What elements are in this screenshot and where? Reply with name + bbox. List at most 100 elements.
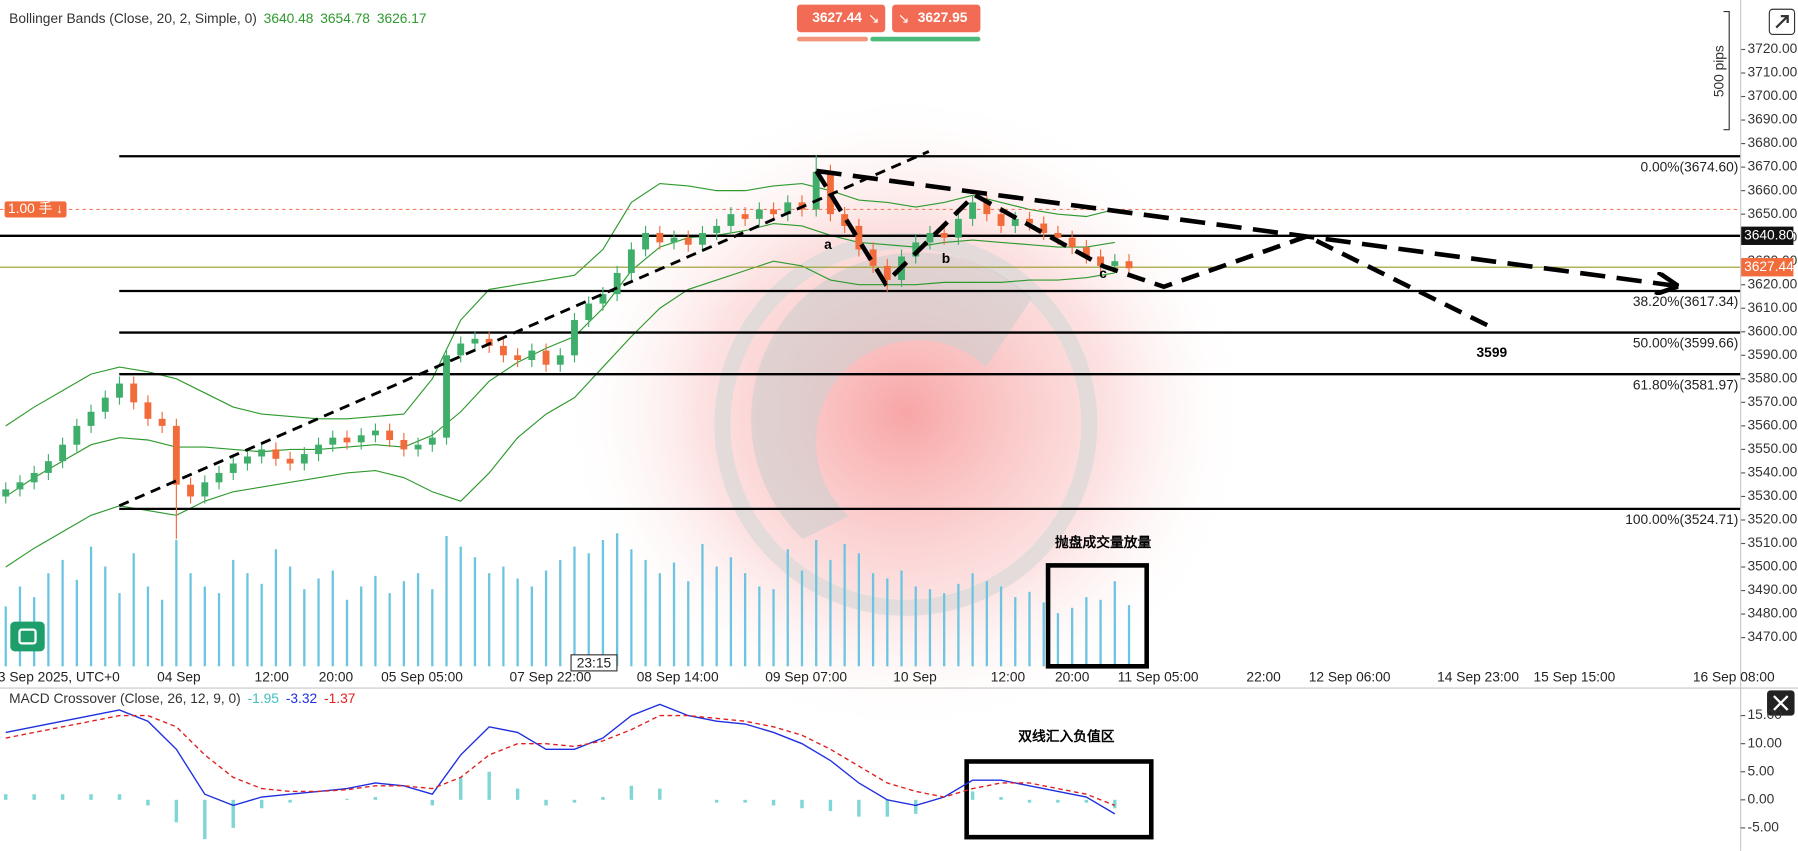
- macd-histogram-bar: [743, 799, 747, 803]
- candle-body: [457, 343, 465, 356]
- volume-bar: [971, 573, 974, 667]
- volume-bar: [758, 586, 761, 667]
- crosshair-time-box: [570, 654, 618, 672]
- volume-bar: [957, 583, 960, 667]
- macd-histogram-bar: [32, 794, 36, 800]
- y-tick-label: 3510.00: [1748, 535, 1798, 550]
- candle-body: [613, 272, 621, 295]
- macd-histogram-bar: [459, 777, 463, 800]
- y-tick-label: 3660.00: [1748, 182, 1798, 197]
- volume-bar: [118, 593, 121, 667]
- candle-body: [670, 237, 678, 243]
- candle-body: [571, 320, 578, 356]
- candle-body: [229, 463, 237, 473]
- volume-bar: [615, 533, 619, 667]
- indicator-value: -1.37: [324, 691, 355, 706]
- x-tick-label: 08 Sep 14:00: [637, 669, 719, 684]
- macd-note: 双线汇入负值区: [1018, 728, 1115, 744]
- volume-bar: [445, 535, 448, 667]
- candle-body: [87, 411, 95, 426]
- fullscreen-button[interactable]: [1768, 8, 1796, 36]
- x-tick-label: 12:00: [991, 669, 1026, 684]
- buy-price: 3627.95: [918, 10, 968, 25]
- close-indicator-button[interactable]: [1767, 690, 1795, 716]
- last-price-tag: [1740, 258, 1794, 277]
- volume-bar: [1127, 605, 1131, 667]
- candle-body: [912, 242, 920, 257]
- x-tick-label: 04 Sep: [157, 669, 201, 684]
- order-tag: [4, 201, 67, 218]
- volume-bar: [701, 543, 704, 667]
- macd-histogram-bar: [857, 799, 861, 817]
- y-tick-label: 3620.00: [1748, 276, 1798, 291]
- candle-body: [1026, 218, 1033, 224]
- volume-bar: [274, 549, 278, 667]
- macd-histogram-bar: [1084, 799, 1089, 803]
- volume-bar: [217, 593, 221, 667]
- x-tick-label: 15 Sep 15:00: [1533, 669, 1615, 684]
- macd-histogram-bar: [1027, 799, 1032, 803]
- candle-body: [116, 383, 123, 398]
- volume-bar: [516, 578, 519, 667]
- macd-histogram-bar: [800, 799, 804, 809]
- level-tag-label: 3640.80: [1744, 227, 1794, 242]
- volume-bar: [75, 579, 78, 667]
- volume-bar: [672, 562, 676, 667]
- candle-body: [73, 425, 81, 445]
- candle-body: [713, 225, 721, 233]
- volume-bar: [203, 586, 206, 667]
- volume-bar: [288, 566, 292, 667]
- candle-body: [315, 444, 322, 455]
- y-tick-label: 3610.00: [1748, 300, 1798, 315]
- candle-body: [969, 202, 977, 219]
- candle-body: [599, 294, 607, 304]
- macd-histogram-bar: [658, 788, 662, 800]
- candle-body: [699, 232, 706, 245]
- volume-bar: [1113, 581, 1116, 667]
- x-tick-label: 22:00: [1246, 669, 1281, 684]
- macd-histogram-bar: [203, 799, 207, 840]
- x-tick-label: 16 Sep 08:00: [1693, 669, 1775, 684]
- macd-histogram-bar: [288, 799, 292, 803]
- x-tick-label: 20:00: [1055, 669, 1090, 684]
- volume-bar: [189, 573, 192, 667]
- candle-body: [528, 350, 536, 361]
- volume-bar: [943, 593, 946, 667]
- volume-bar: [743, 573, 747, 667]
- candle-body: [16, 482, 24, 490]
- volume-bar: [587, 553, 590, 667]
- macd-y-tick-label: 0.00: [1748, 791, 1775, 806]
- volume-bar: [175, 539, 178, 667]
- macd-histogram-bar: [629, 785, 634, 800]
- candle-body: [642, 232, 650, 250]
- candle-body: [940, 232, 948, 238]
- volume-bar: [786, 549, 789, 667]
- volume-bar: [1056, 613, 1060, 667]
- candle-body: [44, 461, 52, 473]
- buy-button[interactable]: ↘ 3627.95: [870, 4, 981, 42]
- macd-histogram-bar: [4, 794, 8, 800]
- volume-bar: [260, 583, 263, 667]
- y-tick-label: 3600.00: [1748, 323, 1798, 338]
- macd-histogram-bar: [515, 788, 520, 800]
- y-tick-label: 3550.00: [1748, 441, 1798, 456]
- candle-body: [784, 202, 792, 215]
- volume-bar: [772, 589, 775, 667]
- candle-body: [272, 449, 280, 459]
- volume-bar: [658, 573, 661, 667]
- price-panel: 3470.00 3480.00 3490.00 3500.00 3510.00 3520.…: [0, 41, 1798, 667]
- macd-histogram-bar: [601, 797, 605, 800]
- candle-body: [656, 232, 664, 243]
- volume-bar: [345, 599, 349, 667]
- volume-bar: [900, 570, 903, 667]
- candle-body: [30, 472, 38, 483]
- sell-button[interactable]: 3627.44 ↘: [796, 4, 886, 42]
- volume-bar: [999, 586, 1003, 667]
- volume-bar: [1099, 599, 1102, 667]
- wave-label: a: [824, 237, 832, 252]
- app-icon[interactable]: [10, 621, 45, 652]
- macd-histogram-bar: [231, 799, 235, 828]
- y-tick-label: 3720.00: [1748, 41, 1798, 56]
- indicator-value: 3654.78: [320, 11, 370, 26]
- volume-bar: [331, 570, 334, 667]
